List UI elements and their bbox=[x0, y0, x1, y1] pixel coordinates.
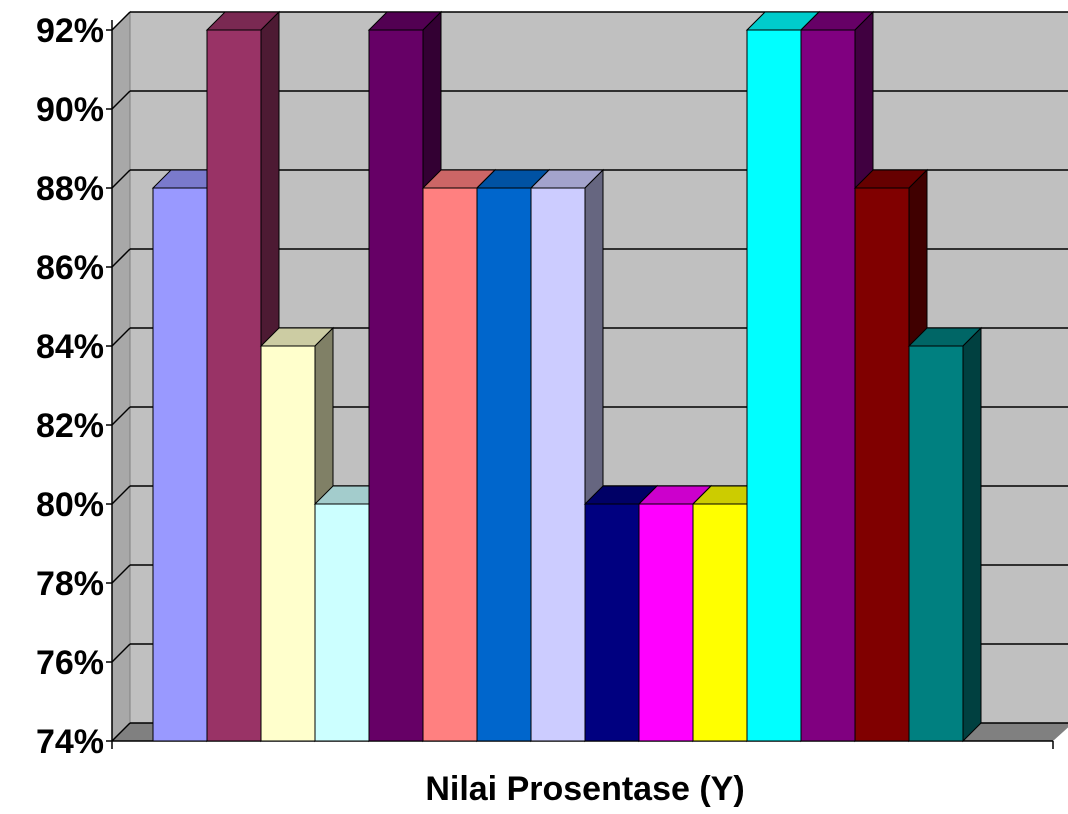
gridline-side bbox=[111, 90, 131, 110]
y-tick-label: 80% bbox=[36, 486, 104, 524]
bar-front bbox=[854, 187, 910, 742]
bars bbox=[151, 10, 983, 743]
x-axis-label: Nilai Prosentase (Y) bbox=[425, 770, 744, 808]
bar-front bbox=[638, 503, 694, 742]
y-tick-label: 86% bbox=[36, 249, 104, 287]
gridline-side bbox=[111, 722, 131, 742]
bar-front bbox=[584, 503, 640, 742]
bar-front bbox=[692, 503, 748, 742]
bar-front bbox=[260, 345, 316, 742]
gridline-side bbox=[111, 11, 131, 31]
gridline-side bbox=[111, 564, 131, 584]
bar-front bbox=[206, 29, 262, 742]
y-tick-label: 78% bbox=[36, 565, 104, 603]
y-tick-label: 90% bbox=[36, 91, 104, 129]
gridline-side bbox=[111, 643, 131, 663]
y-tick-label: 76% bbox=[36, 644, 104, 682]
side-wall bbox=[111, 10, 131, 743]
gridline-side bbox=[111, 169, 131, 189]
bar-front bbox=[368, 29, 424, 742]
bar-front bbox=[530, 187, 586, 742]
bar-front bbox=[152, 187, 208, 742]
bar-side bbox=[962, 326, 982, 743]
bar-front bbox=[422, 187, 478, 742]
y-tick-label: 88% bbox=[36, 170, 104, 208]
bar-front bbox=[908, 345, 964, 742]
bar-front bbox=[314, 503, 370, 742]
bar bbox=[907, 326, 983, 743]
bar-front bbox=[746, 29, 802, 742]
y-tick-label: 74% bbox=[36, 723, 104, 761]
y-tick-label: 82% bbox=[36, 407, 104, 445]
gridline-side bbox=[111, 406, 131, 426]
y-tick-label: 92% bbox=[36, 12, 104, 50]
gridline-side bbox=[111, 327, 131, 347]
gridline-side bbox=[111, 485, 131, 505]
y-tick-label: 84% bbox=[36, 328, 104, 366]
y-tick-labels: 74% 76% 78% 80% 82% 84% 86% 88% 90% 92% bbox=[36, 12, 104, 761]
bar-front bbox=[800, 29, 856, 742]
bar-front bbox=[476, 187, 532, 742]
gridline-side bbox=[111, 248, 131, 268]
